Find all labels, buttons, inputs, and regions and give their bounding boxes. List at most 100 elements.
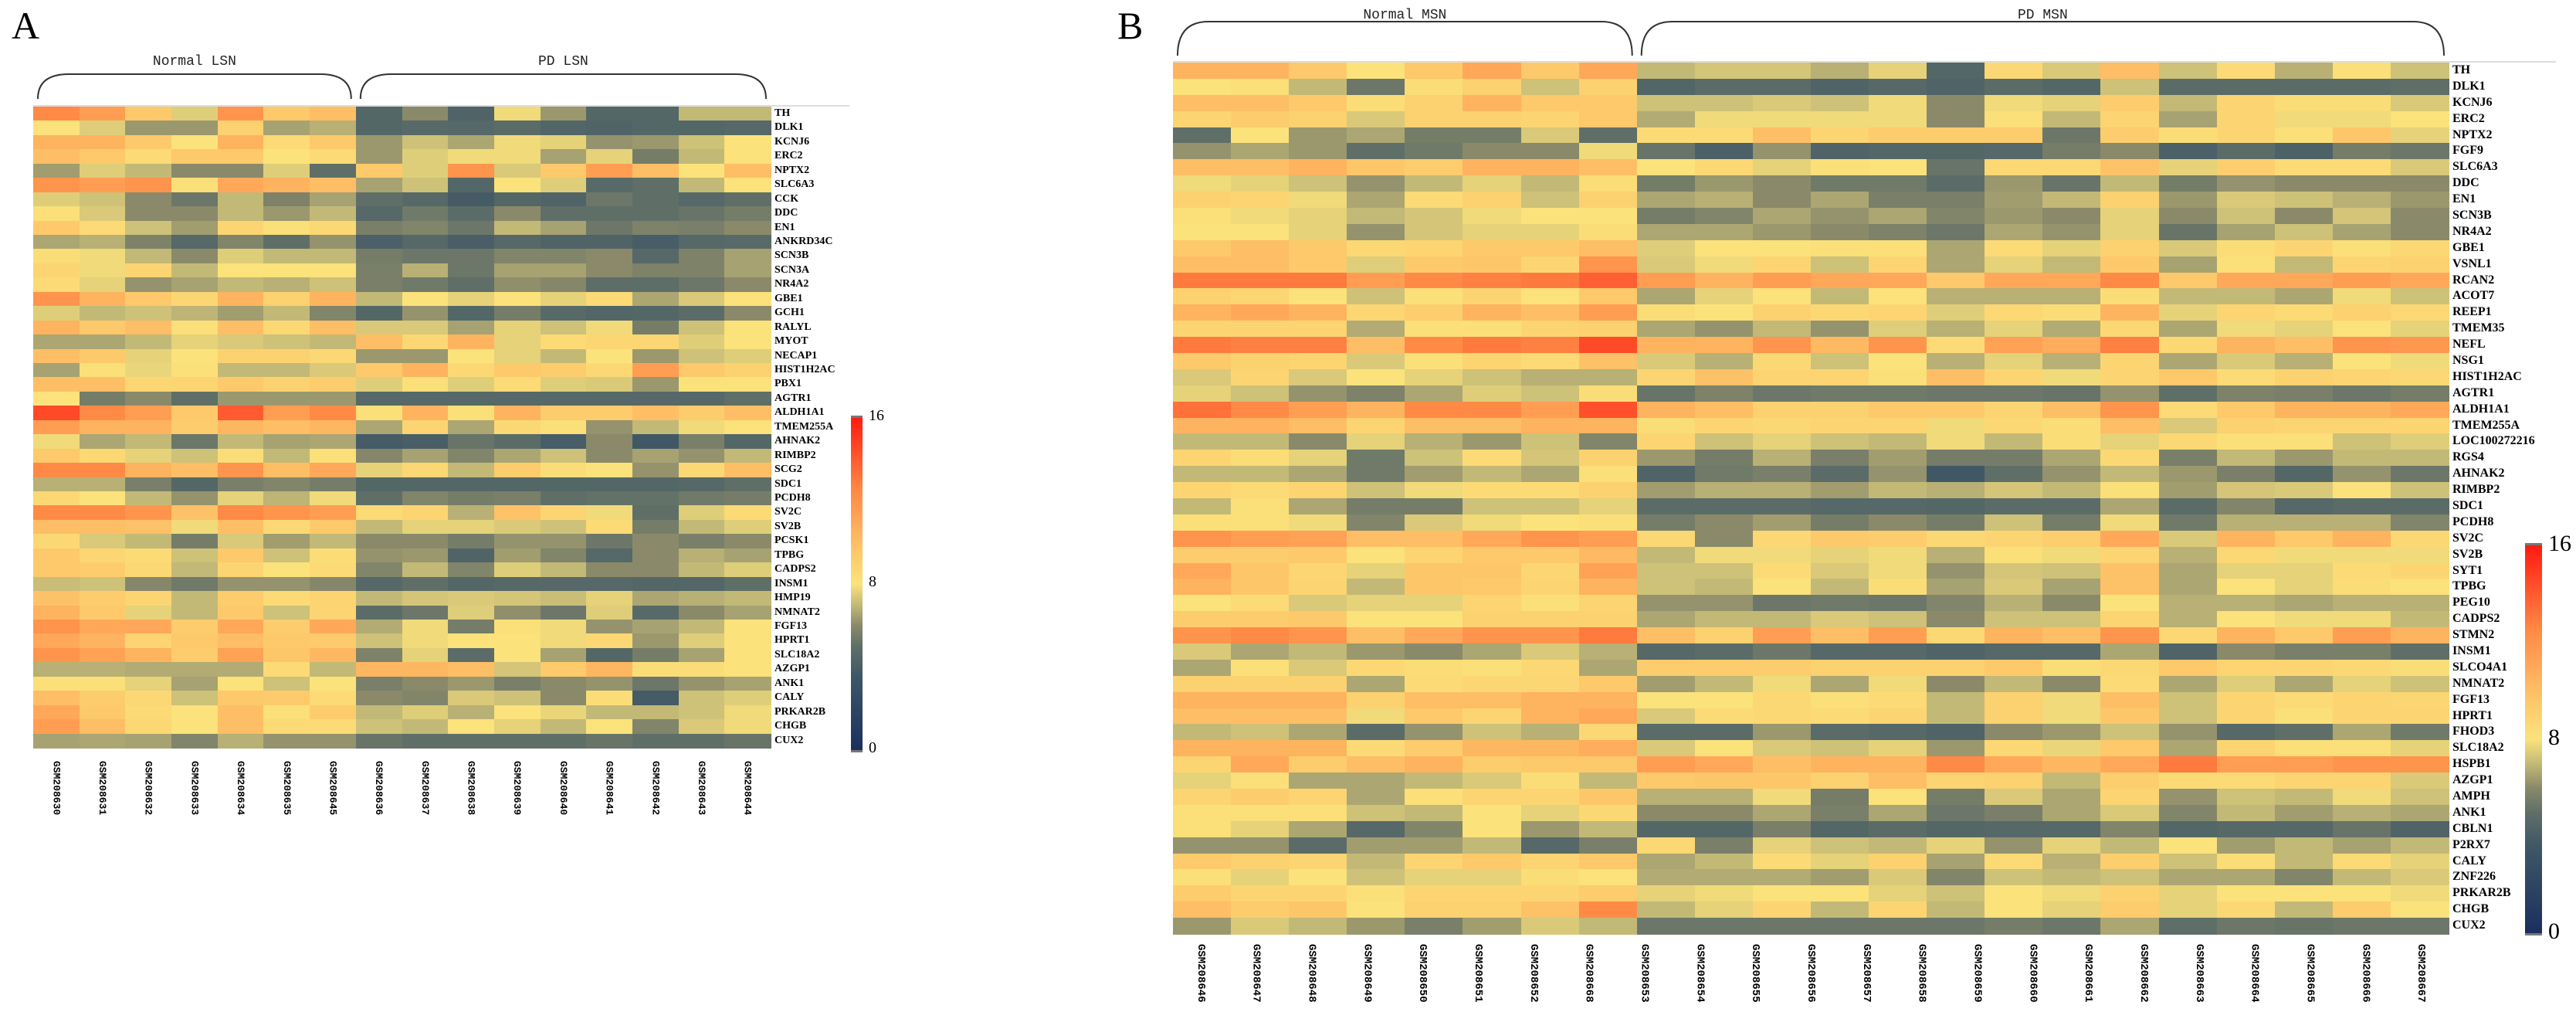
heatmap-cell xyxy=(2100,562,2160,580)
heatmap-cell xyxy=(2332,627,2391,644)
heatmap-cell xyxy=(2390,498,2449,515)
heatmap-cell xyxy=(1869,159,1927,176)
heatmap-cell xyxy=(2158,498,2218,515)
heatmap-cell xyxy=(217,576,265,592)
heatmap-cell xyxy=(2216,691,2276,709)
heatmap-cell xyxy=(2216,466,2276,483)
heatmap-cell xyxy=(1694,78,1754,96)
heatmap-cell xyxy=(217,406,265,421)
heatmap-cell xyxy=(678,477,725,492)
heatmap-cell xyxy=(1405,127,1464,144)
heatmap-cell xyxy=(2274,514,2334,531)
heatmap-cell xyxy=(1463,433,1522,450)
heatmap-cell xyxy=(33,263,80,278)
heatmap-cell xyxy=(2042,789,2102,806)
heatmap-cell xyxy=(171,192,219,207)
heatmap-cell xyxy=(310,620,357,635)
heatmap-cell xyxy=(448,220,495,236)
heatmap-cell xyxy=(2042,143,2102,160)
heatmap-cell xyxy=(263,363,310,379)
heatmap-cell xyxy=(2274,643,2334,660)
heatmap-cell xyxy=(1636,595,1696,612)
heatmap-cell xyxy=(2216,94,2276,112)
heatmap-cell xyxy=(1811,804,1869,822)
heatmap-cell xyxy=(1173,514,1232,531)
heatmap-cell xyxy=(310,220,357,236)
heatmap-cell xyxy=(402,705,449,720)
heatmap-cell xyxy=(1347,918,1405,935)
heatmap-cell xyxy=(1752,353,1812,370)
gene-label: HIST1H2AC xyxy=(774,364,836,375)
heatmap-cell xyxy=(2158,143,2218,160)
heatmap-cell xyxy=(1289,804,1347,822)
heatmap-cell xyxy=(586,548,633,563)
heatmap-cell xyxy=(1520,143,1580,160)
heatmap-cell xyxy=(448,249,495,264)
heatmap-cell xyxy=(493,134,541,150)
heatmap-cell xyxy=(632,406,680,421)
heatmap-cell xyxy=(2274,175,2334,192)
heatmap-cell xyxy=(310,705,357,720)
gene-label: PBX1 xyxy=(774,378,802,390)
heatmap-cell xyxy=(1752,579,1812,596)
heatmap-cell xyxy=(402,121,449,136)
heatmap-cell xyxy=(79,277,126,293)
heatmap-cell xyxy=(263,676,310,691)
heatmap-cell xyxy=(1173,401,1232,419)
gene-label: CADPS2 xyxy=(2452,612,2500,626)
heatmap-cell xyxy=(1578,918,1638,935)
heatmap-cell xyxy=(1347,482,1405,499)
heatmap-cell xyxy=(355,419,403,435)
heatmap-cell xyxy=(1231,304,1290,321)
heatmap-cell xyxy=(355,733,403,749)
heatmap-cell xyxy=(1578,643,1638,660)
heatmap-cell xyxy=(540,647,587,663)
heatmap-cell xyxy=(1347,94,1405,112)
heatmap-cell xyxy=(1405,837,1464,854)
heatmap-cell xyxy=(2100,78,2160,96)
heatmap-cell xyxy=(171,633,219,649)
heatmap-cell xyxy=(1289,175,1347,192)
heatmap-cell xyxy=(2042,611,2102,628)
heatmap-cell xyxy=(1463,708,1522,725)
heatmap-cell xyxy=(171,206,219,222)
heatmap-cell xyxy=(2390,659,2449,677)
heatmap-cell xyxy=(1289,643,1347,660)
heatmap-cell xyxy=(2158,385,2218,402)
heatmap-cell xyxy=(448,519,495,535)
heatmap-cell xyxy=(1347,691,1405,709)
heatmap-cell xyxy=(310,647,357,663)
gene-label: SDC1 xyxy=(2452,499,2484,512)
heatmap-cell xyxy=(493,220,541,236)
heatmap-cell xyxy=(1811,127,1869,144)
heatmap-cell xyxy=(586,719,633,735)
heatmap-cell xyxy=(1347,368,1405,386)
heatmap-cell xyxy=(1694,272,1754,290)
heatmap-cell xyxy=(1405,901,1464,918)
gene-label: ALDH1A1 xyxy=(774,406,825,419)
heatmap-cell xyxy=(1173,675,1232,693)
heatmap-cell xyxy=(1173,385,1232,402)
heatmap-cell xyxy=(2332,256,2391,273)
heatmap-cell xyxy=(1578,820,1638,838)
heatmap-cell xyxy=(2100,498,2160,515)
heatmap-grid xyxy=(1173,63,2449,935)
heatmap-cell xyxy=(2216,192,2276,209)
heatmap-cell xyxy=(1752,385,1812,402)
heatmap-cell xyxy=(2332,143,2391,160)
heatmap-cell xyxy=(1694,353,1754,370)
heatmap-cell xyxy=(1289,110,1347,128)
heatmap-cell xyxy=(1289,353,1347,370)
heatmap-cell xyxy=(33,505,80,521)
heatmap-cell xyxy=(1578,675,1638,693)
heatmap-cell xyxy=(2390,94,2449,112)
heatmap-cell xyxy=(1173,94,1232,112)
heatmap-cell xyxy=(263,477,310,492)
heatmap-cell xyxy=(1927,514,1985,531)
heatmap-cell xyxy=(1173,853,1232,871)
heatmap-cell xyxy=(217,235,265,250)
heatmap-cell xyxy=(2216,659,2276,677)
heatmap-cell xyxy=(1752,853,1812,871)
heatmap-cell xyxy=(1636,675,1696,693)
heatmap-cell xyxy=(1752,789,1812,806)
